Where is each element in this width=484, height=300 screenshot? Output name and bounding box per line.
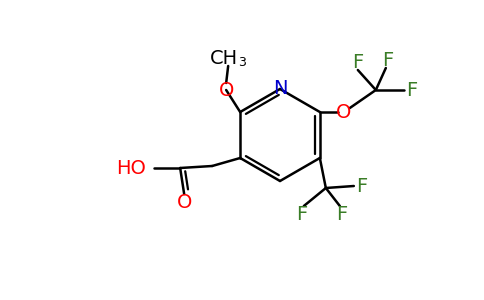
Text: O: O <box>336 103 351 122</box>
Text: CH: CH <box>210 49 238 68</box>
Text: N: N <box>273 80 287 98</box>
Text: F: F <box>352 53 363 73</box>
Text: O: O <box>177 193 192 211</box>
Text: F: F <box>406 80 418 100</box>
Text: 3: 3 <box>238 56 246 68</box>
Text: HO: HO <box>116 158 146 178</box>
Text: F: F <box>382 52 393 70</box>
Text: F: F <box>356 176 367 196</box>
Text: F: F <box>336 205 348 224</box>
Text: F: F <box>296 205 307 224</box>
Text: O: O <box>218 80 234 100</box>
